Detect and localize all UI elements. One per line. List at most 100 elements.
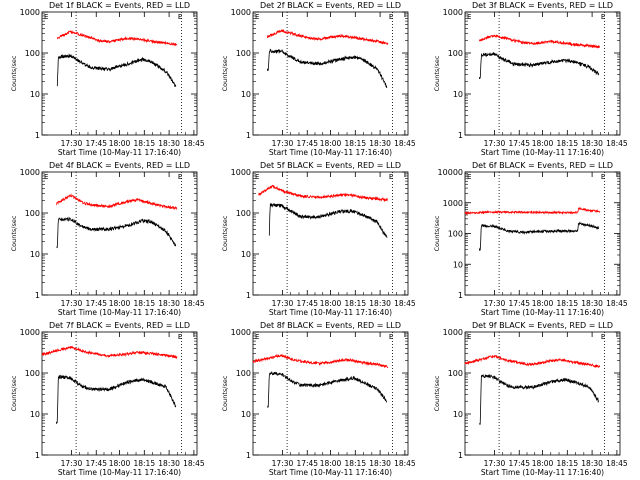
panel-title: Det 8f BLACK = Events, RED = LLD	[260, 321, 401, 330]
detector-panel: Det 5f BLACK = Events, RED = LLD 1 10 100 10…	[221, 161, 416, 317]
x-tick-label: 18:15	[133, 459, 155, 468]
y-tick-label: 1000	[231, 328, 251, 337]
y-tick-label: 10	[453, 410, 463, 419]
marker-E-label: E	[601, 333, 605, 341]
y-axis-label: Counts/sec	[221, 215, 229, 251]
detector-panel: Det 3f BLACK = Events, RED = LLD 1 10 100 10…	[433, 1, 628, 157]
y-tick-label: 1000	[443, 328, 463, 337]
x-tick-label: 18:45	[606, 459, 628, 468]
y-tick-label: 100	[236, 209, 251, 218]
x-tick-label: 18:15	[344, 299, 366, 308]
y-tick-label: 100	[448, 49, 463, 58]
x-tick-label: 17:30	[484, 139, 506, 148]
x-tick-label: 17:30	[272, 139, 294, 148]
panel-title: Det 6f BLACK = Events, RED = LLD	[472, 161, 613, 170]
plot-frame	[464, 331, 621, 456]
x-tick-label: 17:45	[85, 459, 107, 468]
x-tick-label: 17:30	[272, 299, 294, 308]
x-tick-label: 18:15	[556, 459, 578, 468]
series-events-line	[267, 371, 388, 408]
x-tick-label: 18:45	[183, 299, 205, 308]
x-tick-label: 18:45	[183, 459, 205, 468]
x-tick-label: 18:30	[158, 139, 180, 148]
x-tick-label: 18:00	[532, 459, 554, 468]
x-tick-label: 17:45	[296, 299, 318, 308]
y-tick-label: 1	[458, 451, 463, 460]
detector-panel: Det 9f BLACK = Events, RED = LLD 1 10 100 10…	[433, 321, 628, 477]
marker-E-label: E	[178, 333, 182, 341]
plot-frame	[41, 11, 198, 136]
y-axis-label: Counts/sec	[10, 375, 18, 411]
x-tick-label: 18:45	[183, 139, 205, 148]
series-events-line	[479, 221, 600, 251]
series-lld-line	[258, 184, 389, 202]
x-tick-label: 17:30	[61, 459, 83, 468]
x-tick-label: 18:15	[133, 299, 155, 308]
series-lld-line	[56, 193, 178, 211]
x-axis-label: Start Time (10-May-11 17:16:40)	[58, 308, 181, 317]
marker-E-label: E	[44, 173, 48, 181]
x-tick-label: 18:15	[133, 139, 155, 148]
y-axis-label: Counts/sec	[433, 375, 441, 411]
detector-panel: Det 6f BLACK = Events, RED = LLD 1 10 100 10…	[433, 161, 628, 317]
y-tick-label: 10	[241, 90, 251, 99]
marker-E-label: E	[255, 173, 259, 181]
x-tick-label: 17:30	[61, 139, 83, 148]
y-tick-label: 10	[30, 250, 40, 259]
x-tick-label: 17:30	[484, 299, 506, 308]
y-tick-label: 1000	[20, 328, 40, 337]
detector-panel: Det 4f BLACK = Events, RED = LLD 1 10 100 10…	[10, 161, 205, 317]
x-tick-label: 18:00	[109, 139, 131, 148]
x-tick-label: 17:45	[508, 299, 530, 308]
plot-frame	[41, 331, 198, 456]
y-tick-label: 1	[35, 131, 40, 140]
panel-title: Det 7f BLACK = Events, RED = LLD	[49, 321, 190, 330]
marker-E-label: E	[467, 13, 471, 21]
x-tick-label: 18:30	[158, 299, 180, 308]
y-tick-label: 1	[458, 131, 463, 140]
y-tick-label: 10	[30, 90, 40, 99]
y-tick-label: 1000	[443, 8, 463, 17]
y-axis-label: Counts/sec	[433, 55, 441, 91]
x-tick-label: 18:00	[320, 459, 342, 468]
series-lld-line	[56, 30, 178, 47]
detector-panel: Det 8f BLACK = Events, RED = LLD 1 10 100 10…	[221, 321, 416, 477]
detector-panel: Det 2f BLACK = Events, RED = LLD 1 10 100 10…	[221, 1, 416, 157]
x-tick-label: 18:15	[556, 139, 578, 148]
y-tick-label: 10	[453, 90, 463, 99]
x-axis-label: Start Time (10-May-11 17:16:40)	[58, 468, 181, 477]
x-tick-label: 18:30	[369, 459, 391, 468]
x-axis-label: Start Time (10-May-11 17:16:40)	[481, 468, 604, 477]
x-tick-label: 17:30	[272, 459, 294, 468]
series-lld-line	[464, 206, 601, 216]
plot-frame	[252, 11, 409, 136]
x-axis-label: Start Time (10-May-11 17:16:40)	[481, 308, 604, 317]
y-axis-label: Counts/sec	[433, 215, 441, 251]
x-tick-label: 18:15	[344, 139, 366, 148]
y-tick-label: 1000	[443, 199, 463, 208]
marker-E-label: E	[44, 13, 48, 21]
y-tick-label: 1	[246, 131, 251, 140]
x-tick-label: 18:15	[344, 459, 366, 468]
x-tick-label: 18:00	[532, 299, 554, 308]
y-tick-label: 100	[236, 369, 251, 378]
y-tick-label: 10	[241, 410, 251, 419]
x-tick-label: 18:45	[394, 299, 416, 308]
y-tick-label: 1000	[231, 8, 251, 17]
x-tick-label: 18:00	[109, 459, 131, 468]
y-tick-label: 100	[448, 369, 463, 378]
x-tick-label: 18:00	[532, 139, 554, 148]
x-tick-label: 18:00	[320, 299, 342, 308]
x-axis-label: Start Time (10-May-11 17:16:40)	[58, 148, 181, 157]
y-axis-label: Counts/sec	[221, 55, 229, 91]
y-tick-label: 10000	[438, 168, 463, 177]
y-axis-label: Counts/sec	[10, 215, 18, 251]
x-tick-label: 17:45	[85, 299, 107, 308]
marker-E-label: E	[255, 13, 259, 21]
panel-title: Det 5f BLACK = Events, RED = LLD	[260, 161, 401, 170]
marker-E-label: E	[255, 333, 259, 341]
marker-E-label: E	[389, 333, 393, 341]
series-events-line	[479, 51, 600, 80]
x-tick-label: 18:45	[394, 459, 416, 468]
x-tick-label: 17:45	[508, 139, 530, 148]
